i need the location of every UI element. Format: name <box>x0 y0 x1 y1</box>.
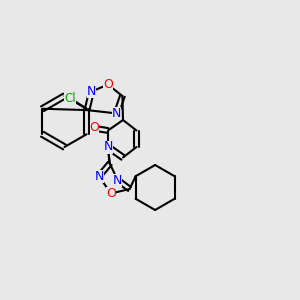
Text: N: N <box>87 85 96 98</box>
Text: N: N <box>94 170 104 183</box>
Text: O: O <box>90 121 99 134</box>
Text: N: N <box>112 107 121 120</box>
Text: N: N <box>113 173 122 187</box>
Text: N: N <box>103 140 113 154</box>
Text: O: O <box>103 78 113 91</box>
Text: Cl: Cl <box>64 92 76 105</box>
Text: O: O <box>106 187 116 200</box>
